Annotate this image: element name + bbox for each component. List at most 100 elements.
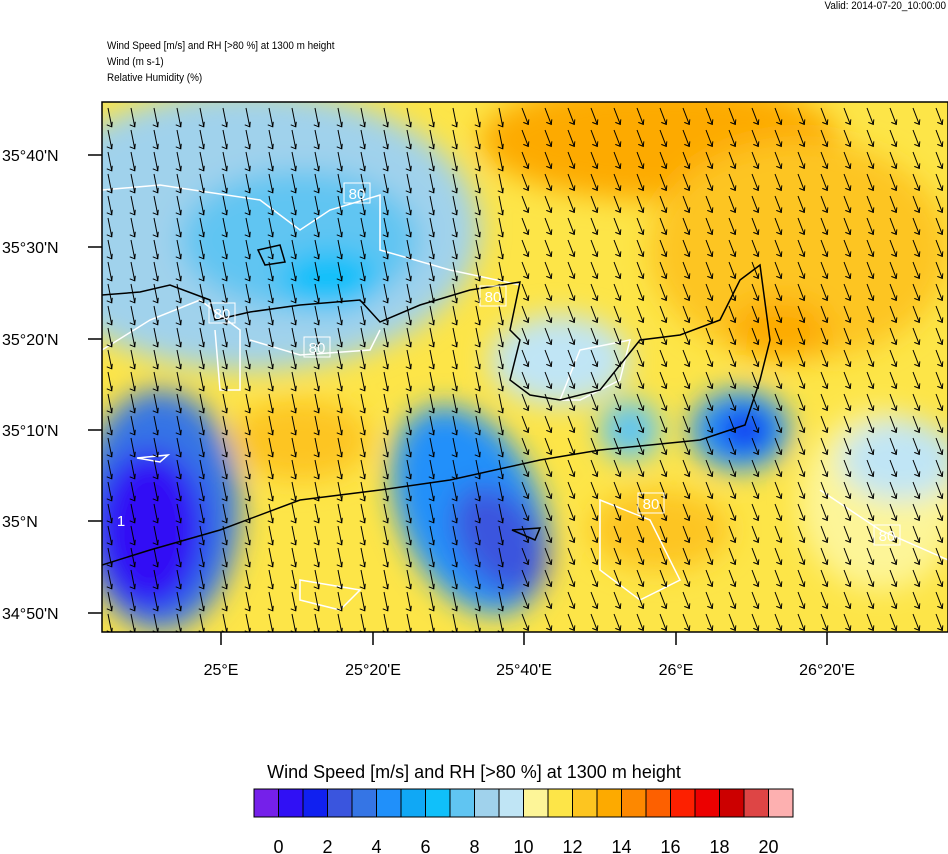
wind-arrow (521, 283, 530, 302)
wind-arrow (359, 503, 366, 524)
wind-arrow (705, 437, 714, 456)
wind-arrow (797, 173, 806, 192)
wind-arrow (613, 327, 622, 346)
wind-arrow (152, 481, 159, 502)
wind-arrow (682, 283, 691, 302)
wind-arrow (820, 327, 829, 346)
wind-arrow (405, 327, 412, 348)
wind-arrow (405, 151, 412, 172)
wind-arrow (336, 349, 343, 370)
wind-arrow (221, 327, 228, 348)
wind-arrow (497, 547, 504, 568)
wind-arrow (267, 459, 274, 480)
wind-arrow (336, 195, 343, 216)
wind-arrow (544, 371, 553, 390)
wind-arrow (682, 327, 691, 346)
wind-arrow (474, 547, 481, 568)
wind-arrow (129, 129, 136, 150)
colorbar-swatch (768, 788, 794, 818)
wind-arrow (106, 503, 113, 524)
wind-arrow (659, 129, 668, 148)
wind-arrow (613, 481, 622, 500)
lat-tick-label: 34°50'N (2, 606, 59, 623)
wind-arrow (682, 151, 691, 170)
wind-arrow (451, 525, 458, 546)
wind-arrow (889, 503, 898, 522)
wind-arrow (751, 613, 760, 632)
wind-arrow (797, 327, 806, 346)
wind-arrow (843, 547, 852, 566)
wind-arrow (129, 151, 136, 172)
wind-arrow (613, 107, 622, 126)
wind-arrow (728, 151, 737, 170)
wind-arrow (152, 437, 159, 458)
wind-arrow (774, 393, 783, 412)
wind-arrow (451, 459, 458, 480)
wind-arrow (935, 371, 944, 390)
wind-arrow (705, 547, 714, 566)
wind-arrow (521, 129, 530, 148)
lat-tick-label: 35°40'N (2, 148, 59, 165)
wind-arrow (728, 481, 737, 500)
wind-arrow (313, 239, 320, 260)
wind-arrow (751, 239, 760, 258)
wind-arrow (797, 613, 806, 632)
wind-arrow (359, 195, 366, 216)
wind-arrow (636, 151, 645, 170)
wind-arrow (613, 569, 622, 588)
colorbar-swatch (596, 788, 622, 818)
wind-arrow (544, 327, 553, 346)
wind-arrow (267, 503, 274, 524)
wind-arrow (106, 239, 113, 260)
wind-arrow (336, 107, 343, 128)
wind-arrow (152, 239, 159, 260)
wind-arrow (198, 349, 205, 370)
wind-arrow (820, 129, 829, 148)
wind-arrow (820, 349, 829, 368)
wind-arrow (682, 173, 691, 192)
wind-arrow (221, 459, 228, 480)
wind-arrow (728, 547, 737, 566)
wind-arrow (728, 459, 737, 478)
wind-arrow (728, 591, 737, 610)
wind-arrow (359, 481, 366, 502)
wind-arrow (497, 371, 504, 392)
wind-arrow (912, 525, 921, 544)
wind-arrow (198, 415, 205, 436)
wind-arrow (175, 195, 182, 216)
wind-arrow (567, 261, 576, 280)
wind-arrow (705, 261, 714, 280)
wind-arrow (843, 217, 852, 236)
wind-arrow (866, 393, 875, 412)
wind-arrow (636, 371, 645, 390)
rh-subtitle: Relative Humidity (%) (107, 72, 203, 84)
wind-arrow (290, 415, 297, 436)
lat-tick-label: 35°30'N (2, 240, 59, 257)
wind-arrow (613, 415, 622, 434)
wind-arrow (267, 437, 274, 458)
wind-arrow (912, 393, 921, 412)
wind-arrow (866, 305, 875, 324)
wind-arrow (843, 481, 852, 500)
wind-arrow (474, 327, 481, 348)
wind-arrow (636, 591, 645, 610)
wind-arrow (866, 503, 875, 522)
wind-arrow (267, 261, 274, 282)
wind-arrow (152, 305, 159, 326)
wind-arrow (198, 151, 205, 172)
wind-arrow (613, 371, 622, 390)
wind-arrow (866, 239, 875, 258)
wind-arrow (405, 283, 412, 304)
wind-arrow (313, 261, 320, 282)
colorbar-title: Wind Speed [m/s] and RH [>80 %] at 1300 … (267, 762, 681, 782)
wind-arrow (705, 195, 714, 214)
wind-arrow (751, 261, 760, 280)
wind-arrow (889, 173, 898, 192)
wind-arrow (497, 327, 504, 348)
wind-arrow (912, 569, 921, 588)
wind-arrow (866, 481, 875, 500)
wind-arrow (521, 503, 530, 522)
wind-arrow (244, 327, 251, 348)
wind-arrow (567, 415, 576, 434)
wind-arrow (682, 129, 691, 148)
